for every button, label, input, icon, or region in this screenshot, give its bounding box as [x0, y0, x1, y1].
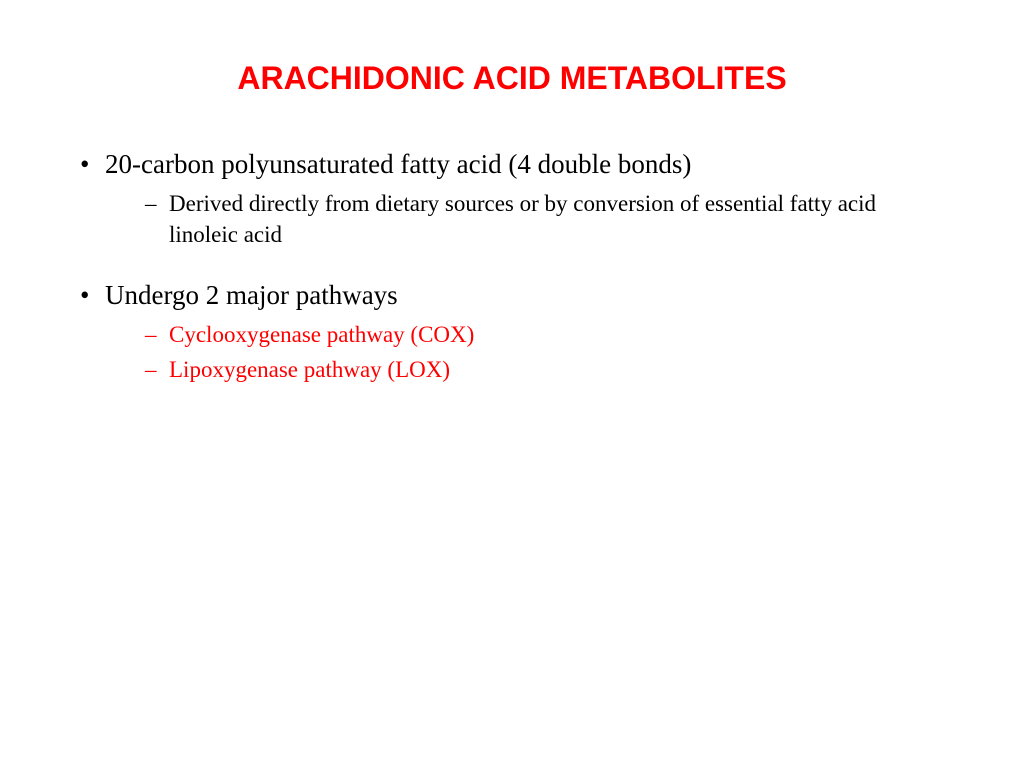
sub-bullet-text: Derived directly from dietary sources or… [169, 191, 876, 247]
bullet-item: 20-carbon polyunsaturated fatty acid (4 … [75, 147, 949, 250]
sub-bullet-text: Cyclooxygenase pathway (COX) [169, 322, 474, 347]
sub-bullet-item: Cyclooxygenase pathway (COX) [105, 319, 949, 350]
slide-title: ARACHIDONIC ACID METABOLITES [75, 60, 949, 97]
sub-bullet-item: Derived directly from dietary sources or… [105, 188, 949, 250]
bullet-list: 20-carbon polyunsaturated fatty acid (4 … [75, 147, 949, 385]
bullet-text: Undergo 2 major pathways [105, 280, 398, 310]
bullet-text: 20-carbon polyunsaturated fatty acid (4 … [105, 149, 691, 179]
sub-bullet-item: Lipoxygenase pathway (LOX) [105, 354, 949, 385]
bullet-item: Undergo 2 major pathways Cyclooxygenase … [75, 278, 949, 385]
sub-list: Cyclooxygenase pathway (COX) Lipoxygenas… [105, 319, 949, 385]
sub-bullet-text: Lipoxygenase pathway (LOX) [169, 357, 450, 382]
sub-list: Derived directly from dietary sources or… [105, 188, 949, 250]
